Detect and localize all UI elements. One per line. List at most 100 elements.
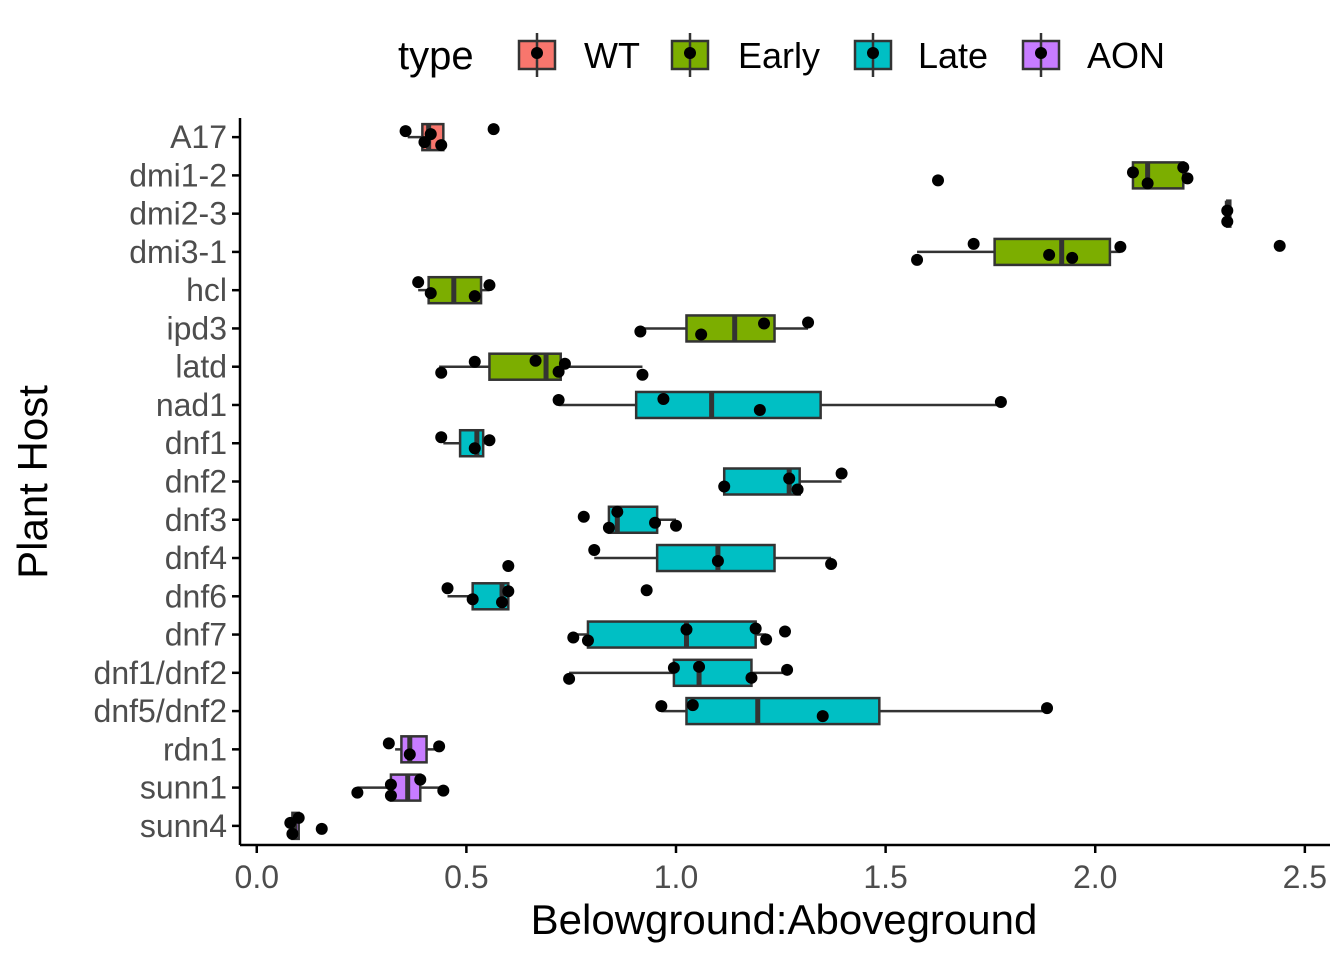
y-tick-label: dnf7 (165, 617, 227, 653)
data-point (835, 467, 848, 480)
data-point (437, 784, 450, 797)
data-point (441, 582, 454, 595)
data-point (424, 128, 437, 141)
box (488, 352, 562, 381)
y-tick-label: latd (175, 349, 227, 385)
data-point (1181, 172, 1194, 185)
data-point (670, 519, 682, 532)
data-point (552, 393, 565, 406)
box (586, 620, 757, 649)
data-point (1041, 702, 1054, 715)
y-tick-label: sunn1 (140, 770, 227, 806)
data-point (399, 125, 412, 138)
data-point (468, 355, 481, 368)
data-point (292, 811, 305, 824)
data-point (502, 585, 515, 598)
data-point (657, 392, 670, 405)
x-tick-label: 1.0 (654, 859, 698, 895)
data-point (825, 558, 838, 571)
x-tick-label: 0.0 (235, 859, 279, 895)
data-point (468, 290, 481, 303)
box (400, 735, 428, 764)
data-point (588, 544, 601, 557)
legend-title: type (398, 34, 474, 78)
data-point (640, 584, 653, 597)
legend-key-point (1035, 47, 1047, 59)
y-tick-label: A17 (170, 119, 227, 155)
legend-key-point (684, 47, 696, 59)
data-point (760, 633, 773, 646)
box (1131, 161, 1185, 190)
data-point (779, 625, 791, 638)
data-point (382, 737, 395, 750)
y-tick-label: ipd3 (167, 310, 228, 346)
data-point (1043, 248, 1056, 261)
x-tick-labels: 0.0 0.5 1.0 1.5 2.0 2.5 (235, 845, 1327, 895)
data-point (1114, 240, 1127, 253)
data-point (496, 596, 509, 609)
x-tick-label: 2.5 (1283, 859, 1327, 895)
data-point (433, 740, 446, 753)
x-tick-label: 0.5 (444, 859, 488, 895)
data-point (749, 622, 762, 635)
data-point (435, 431, 448, 444)
data-point (435, 139, 448, 152)
legend-key-point (531, 47, 543, 59)
y-tick-label: dnf3 (165, 502, 227, 538)
legend-label: Late (918, 35, 988, 76)
data-point (487, 123, 500, 136)
data-point (816, 710, 829, 723)
data-point (1126, 166, 1139, 179)
data-point (636, 368, 649, 381)
x-tick-label: 2.0 (1073, 859, 1117, 895)
data-point (634, 325, 647, 338)
data-point (424, 287, 437, 300)
data-point (558, 357, 571, 370)
data-point (483, 279, 496, 292)
data-point (1066, 251, 1079, 264)
y-axis-title: Plant Host (9, 385, 56, 579)
data-point (758, 317, 771, 330)
data-point (802, 316, 815, 329)
legend: type WT Early Late AON (398, 33, 1165, 78)
data-point (693, 660, 706, 673)
data-point (686, 699, 699, 712)
data-point (1273, 239, 1286, 252)
y-tick-label: dnf1/dnf2 (94, 655, 227, 691)
data-point (414, 773, 427, 786)
y-tick-label: rdn1 (163, 731, 227, 767)
y-tick-label: dnf1 (165, 425, 227, 461)
y-tick-label: dnf6 (165, 578, 227, 614)
data-point (911, 253, 924, 266)
data-point (502, 560, 515, 573)
legend-label: AON (1087, 35, 1165, 76)
axes (238, 118, 1330, 847)
data-point (994, 395, 1007, 408)
legend-key-point (867, 47, 879, 59)
data-point (315, 822, 328, 835)
data-point (1177, 161, 1190, 174)
data-point (695, 328, 708, 341)
box (685, 696, 881, 726)
y-tick-label: dmi2-3 (129, 196, 227, 232)
data-point (351, 786, 364, 799)
box (672, 658, 753, 688)
data-point (412, 276, 425, 289)
y-tick-label: dnf4 (165, 540, 227, 576)
x-axis-title: Belowground:Aboveground (531, 896, 1038, 943)
data-point (384, 789, 397, 802)
y-tick-labels: A17dmi1-2dmi2-3dmi3-1hclipd3latdnad1dnf1… (94, 119, 240, 844)
x-tick-label: 1.5 (863, 859, 907, 895)
y-tick-label: dmi1-2 (129, 157, 227, 193)
data-point (711, 555, 724, 568)
data-point (435, 366, 448, 379)
data-point (791, 483, 804, 496)
y-tick-label: hcl (186, 272, 227, 308)
legend-label: WT (584, 35, 640, 76)
data-point (611, 505, 624, 518)
data-point (932, 174, 945, 187)
data-point (1141, 177, 1154, 190)
data-point (783, 472, 796, 485)
data-point (680, 623, 693, 636)
y-tick-label: dnf5/dnf2 (94, 693, 227, 729)
